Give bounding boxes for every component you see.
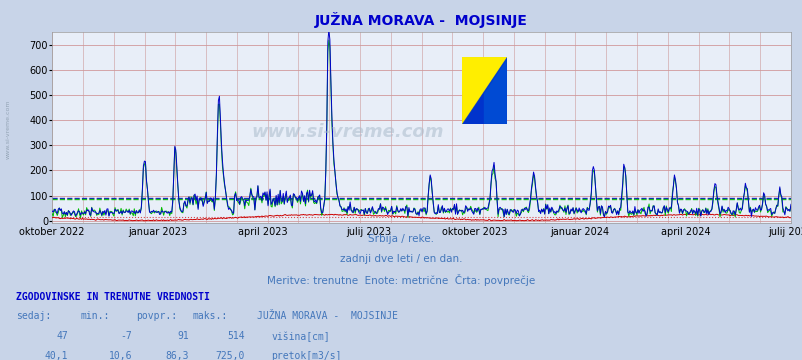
Text: višina[cm]: višina[cm]	[271, 331, 330, 342]
Text: min.:: min.:	[80, 311, 110, 321]
Text: sedaj:: sedaj:	[16, 311, 51, 321]
Text: 91: 91	[176, 331, 188, 341]
Text: 514: 514	[227, 331, 245, 341]
Text: pretok[m3/s]: pretok[m3/s]	[271, 351, 342, 360]
Bar	[462, 91, 484, 124]
Text: zadnji dve leti / en dan.: zadnji dve leti / en dan.	[340, 254, 462, 264]
Text: ZGODOVINSKE IN TRENUTNE VREDNOSTI: ZGODOVINSKE IN TRENUTNE VREDNOSTI	[16, 292, 209, 302]
Bar	[484, 91, 506, 124]
Text: www.si-vreme.com: www.si-vreme.com	[251, 123, 444, 141]
Text: www.si-vreme.com: www.si-vreme.com	[6, 100, 10, 159]
Text: 725,0: 725,0	[215, 351, 245, 360]
Text: 47: 47	[56, 331, 68, 341]
Text: 40,1: 40,1	[45, 351, 68, 360]
Polygon shape	[462, 57, 506, 124]
Title: JUŽNA MORAVA -  MOJSINJE: JUŽNA MORAVA - MOJSINJE	[314, 13, 528, 28]
Bar	[484, 57, 506, 91]
Text: 10,6: 10,6	[109, 351, 132, 360]
Text: -7: -7	[120, 331, 132, 341]
Text: 86,3: 86,3	[165, 351, 188, 360]
Text: Meritve: trenutne  Enote: metrične  Črta: povprečje: Meritve: trenutne Enote: metrične Črta: …	[267, 274, 535, 285]
Text: maks.:: maks.:	[192, 311, 228, 321]
Polygon shape	[462, 57, 506, 124]
Text: Srbija / reke.: Srbija / reke.	[368, 234, 434, 244]
Polygon shape	[462, 57, 506, 124]
Text: JUŽNA MORAVA -  MOJSINJE: JUŽNA MORAVA - MOJSINJE	[257, 311, 398, 321]
Text: povpr.:: povpr.:	[136, 311, 177, 321]
Bar	[462, 57, 484, 91]
